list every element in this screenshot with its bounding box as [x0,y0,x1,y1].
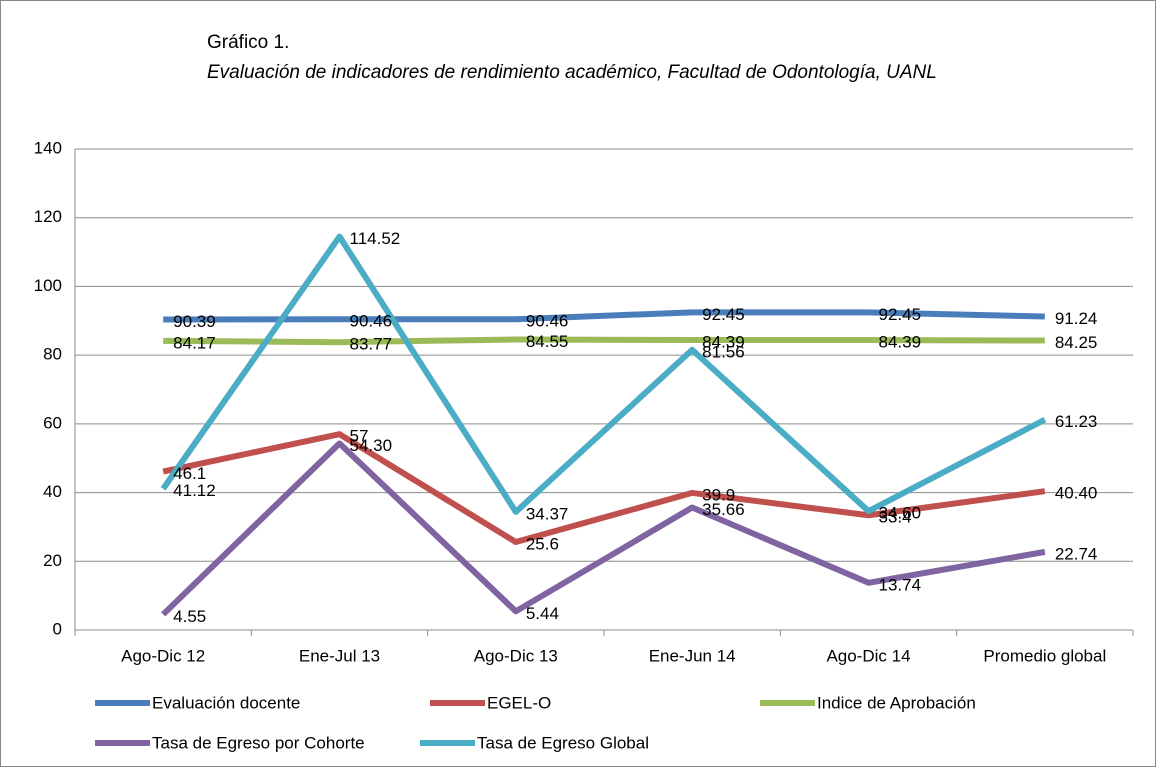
y-tick-label: 120 [34,207,62,226]
x-tick-label: Ago-Dic 12 [121,646,205,665]
series-line [163,309,1045,323]
data-label: 84.17 [173,333,216,352]
y-tick-label: 140 [34,138,62,157]
y-tick-label: 100 [34,276,62,295]
data-label: 41.12 [173,481,216,500]
data-label: 4.55 [173,607,206,626]
series-line [162,431,1046,546]
series-line [163,336,1045,346]
y-tick-label: 80 [43,345,62,364]
legend-label: Evaluación docente [152,693,300,712]
data-label: 13.74 [879,575,922,594]
legend-label: Indice de Aprobación [817,693,976,712]
x-tick-label: Ago-Dic 14 [826,646,910,665]
x-tick-label: Promedio global [983,646,1106,665]
chart-subtitle: Evaluación de indicadores de rendimiento… [207,62,937,83]
legend-label: Tasa de Egreso por Cohorte [152,733,365,752]
series-line [161,440,1046,617]
x-tick-label: Ene-Jun 14 [649,646,736,665]
data-label: 90.39 [173,312,216,331]
data-label: 35.66 [702,500,745,519]
data-label: 61.23 [1055,412,1098,431]
data-label: 84.39 [702,333,745,352]
data-label: 34.37 [526,504,569,523]
data-label: 83.77 [350,335,393,354]
data-label: 114.52 [350,229,401,248]
data-label: 5.44 [526,604,559,623]
y-tick-label: 40 [43,482,62,501]
data-label: 92.45 [879,305,922,324]
data-label: 84.55 [526,332,569,351]
y-tick-label: 60 [43,413,62,432]
data-label: 33.4 [879,508,912,527]
data-label: 22.74 [1055,544,1098,563]
data-label: 84.25 [1055,333,1098,352]
y-tick-label: 0 [53,619,62,638]
chart-title: Gráfico 1. [207,32,290,53]
series-line [160,233,1047,515]
data-label: 25.6 [526,535,559,554]
legend-label: EGEL-O [487,693,551,712]
data-label: 39.9 [702,485,735,504]
y-tick-label: 20 [43,551,62,570]
data-label: 90.46 [350,312,393,331]
data-label: 92.45 [702,305,745,324]
data-label: 90.46 [526,312,569,331]
data-label: 34.60 [879,504,922,523]
data-label: 91.24 [1055,309,1098,328]
data-label: 46.1 [173,464,206,483]
data-label: 40.40 [1055,484,1098,503]
x-tick-label: Ene-Jul 13 [299,646,380,665]
x-tick-label: Ago-Dic 13 [474,646,558,665]
data-label: 54.30 [350,436,393,455]
data-label: 84.39 [879,333,922,352]
data-label: 81.56 [702,342,745,361]
data-label: 57 [350,427,369,446]
legend-label: Tasa de Egreso Global [477,733,649,752]
